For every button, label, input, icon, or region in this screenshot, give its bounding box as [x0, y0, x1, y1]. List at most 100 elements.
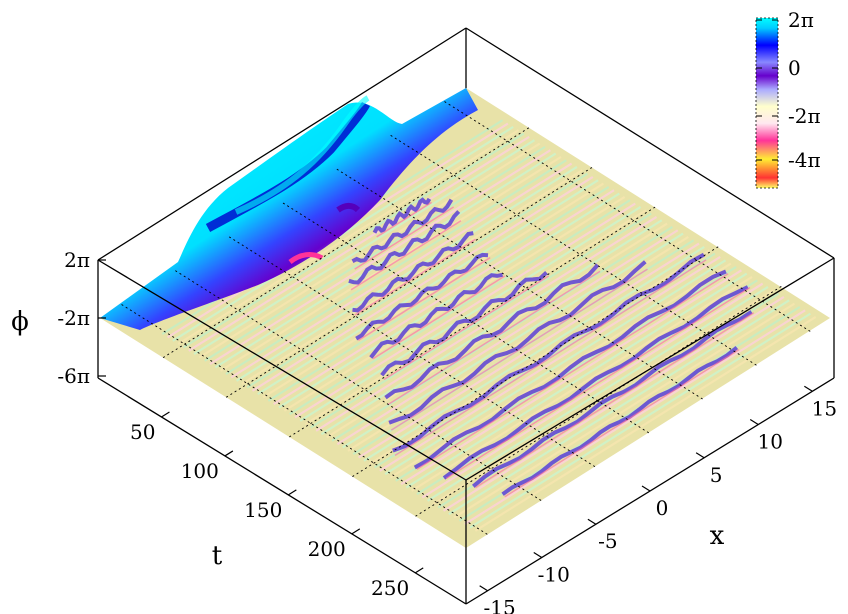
colorbar-tick-label: -2π — [788, 104, 821, 128]
wave-trough — [354, 238, 476, 316]
kink-feature — [100, 88, 478, 330]
colorbar: 2π 0 -2π -4π — [755, 8, 821, 189]
wave-trough — [350, 220, 462, 291]
ripple-stripe — [267, 185, 610, 402]
ripple-stripe — [251, 175, 594, 392]
wave-crest — [355, 252, 489, 341]
colorbar-tick-label: 0 — [788, 56, 801, 80]
wave-trough — [475, 312, 755, 489]
ripple-stripe — [278, 192, 620, 409]
grid-line-t — [162, 127, 530, 359]
t-tick-mark — [224, 450, 234, 457]
ripple-stripe — [331, 225, 674, 442]
t-tick-mark — [414, 567, 424, 574]
x-axis-label: x — [710, 521, 725, 551]
z-axis-label: ϕ — [11, 307, 29, 337]
t-tick-label: 250 — [371, 576, 409, 600]
x-tick-mark — [804, 385, 813, 392]
x-tick-label: 15 — [812, 396, 837, 420]
wave-crest — [472, 310, 753, 488]
x-tick-label: 0 — [656, 496, 669, 520]
wave-trough — [372, 275, 506, 360]
wave-trough — [376, 201, 432, 238]
ripple-stripe — [421, 282, 764, 499]
wave-crest — [388, 260, 647, 425]
grid-line-x — [282, 202, 650, 434]
ripple-stripe — [464, 309, 806, 526]
ripple-stripe — [357, 242, 700, 459]
ripple-stripe — [235, 165, 578, 382]
wave-crest — [392, 252, 705, 453]
ripple-stripe — [209, 149, 551, 366]
t-axis-label: t — [212, 541, 223, 571]
x-tick-mark — [641, 485, 651, 492]
t-tick-mark — [351, 528, 361, 535]
grid-line-x — [444, 101, 811, 332]
ripple-stripe — [442, 296, 785, 512]
wave-trough — [394, 259, 707, 457]
wave-crest — [369, 272, 503, 359]
ripple-stripe — [188, 135, 530, 352]
wave-trough — [504, 348, 740, 498]
wave-crest — [351, 198, 454, 264]
t-tick-label: 150 — [244, 498, 282, 522]
breather-waves — [348, 197, 755, 498]
x-tick-label: 5 — [710, 463, 723, 487]
x-tick-label: -15 — [484, 596, 516, 614]
grid-line-x — [175, 270, 542, 502]
ripple-stripe — [294, 202, 636, 419]
grid-line-t — [225, 166, 593, 398]
ripple-stripe — [273, 189, 615, 406]
z-tick-label: -2π — [57, 306, 90, 330]
grid-line-x — [336, 168, 704, 400]
wave-crest — [380, 271, 548, 377]
x-tick-mark — [479, 585, 488, 592]
x-axis-ticks: -15 -10 -5 0 5 10 15 — [479, 385, 837, 614]
ripple-stripe — [310, 212, 652, 429]
grid-line-t — [415, 285, 782, 517]
ripple-stripe — [320, 219, 663, 436]
x-tick-mark — [695, 452, 705, 459]
wave-trough — [416, 273, 729, 470]
grid-line-t — [289, 206, 656, 438]
grid-lines — [121, 101, 811, 535]
wave-crest — [352, 231, 474, 313]
colorbar-tick-label: -4π — [788, 148, 821, 172]
colorbar-tick-label: 2π — [788, 8, 814, 32]
grid-line-x — [390, 134, 757, 366]
ripple-stripe — [315, 215, 658, 432]
grid-line-x — [121, 304, 488, 535]
t-tick-label: 50 — [130, 420, 155, 444]
wave-crest — [442, 285, 749, 480]
colorbar-gradient — [755, 17, 779, 189]
ripple-stripe — [299, 205, 642, 422]
ripple-stripe — [363, 245, 705, 462]
t-tick-mark — [288, 489, 297, 496]
ripple-stripe — [336, 229, 679, 446]
grid-line-x — [228, 236, 596, 468]
wave-crest — [501, 345, 739, 496]
x-tick-mark — [533, 551, 543, 558]
wave-trough — [387, 270, 601, 406]
ripple-stripe — [384, 259, 727, 476]
ripple-stripe — [230, 162, 573, 379]
ripple-stripe — [400, 269, 743, 486]
wave-trough — [354, 206, 454, 270]
wave-trough — [357, 256, 491, 342]
ripple-stripe — [342, 232, 684, 449]
wave-crest — [372, 197, 432, 234]
x-tick-label: -10 — [538, 562, 570, 586]
x-tick-label: 10 — [758, 430, 783, 454]
ripple-stripe — [379, 256, 721, 472]
wave-trough — [445, 286, 751, 480]
x-tick-mark — [587, 518, 597, 525]
z-axis-ticks: 2π -2π -6π — [57, 248, 106, 388]
t-tick-mark — [161, 411, 170, 418]
t-axis-ticks: 50 100 150 200 250 — [130, 411, 424, 600]
x-tick-mark — [749, 419, 759, 426]
wave-crest — [413, 269, 727, 470]
z-tick-label: -6π — [57, 364, 90, 388]
wave-crest — [384, 263, 600, 400]
wave-trough — [383, 275, 550, 381]
